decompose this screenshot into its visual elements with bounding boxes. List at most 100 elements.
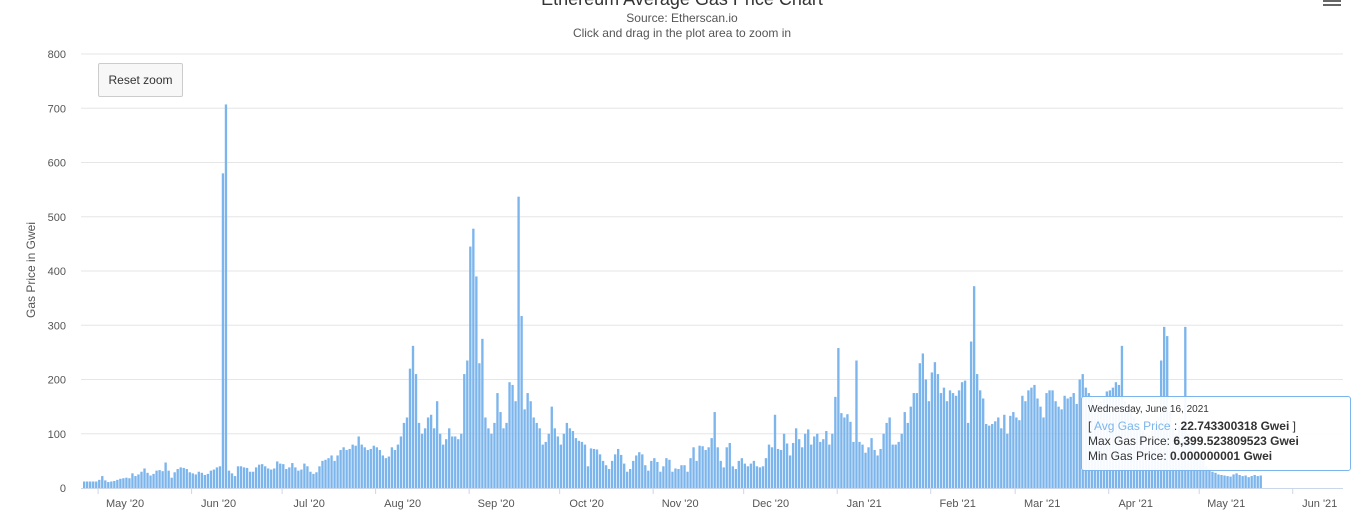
- bar[interactable]: [267, 468, 270, 488]
- bar[interactable]: [632, 460, 635, 489]
- bar[interactable]: [532, 417, 535, 488]
- bar[interactable]: [499, 412, 502, 488]
- bar[interactable]: [451, 436, 454, 488]
- bar[interactable]: [248, 471, 252, 488]
- bar[interactable]: [1223, 475, 1226, 488]
- bar[interactable]: [264, 466, 267, 488]
- bar[interactable]: [1009, 415, 1012, 488]
- bar[interactable]: [375, 447, 378, 488]
- bar[interactable]: [239, 466, 243, 488]
- bar[interactable]: [363, 447, 366, 488]
- bar[interactable]: [879, 448, 882, 488]
- bar[interactable]: [635, 455, 638, 488]
- bar[interactable]: [1078, 379, 1081, 489]
- bar[interactable]: [420, 433, 424, 488]
- bar[interactable]: [303, 463, 306, 488]
- bar[interactable]: [674, 468, 677, 488]
- bar[interactable]: [345, 450, 348, 488]
- bar[interactable]: [668, 459, 671, 488]
- bar[interactable]: [662, 466, 665, 488]
- bar[interactable]: [161, 471, 164, 488]
- bar[interactable]: [1226, 476, 1229, 488]
- bar[interactable]: [626, 471, 629, 488]
- bar[interactable]: [948, 390, 952, 488]
- bar[interactable]: [463, 374, 466, 488]
- bar[interactable]: [372, 445, 375, 488]
- bar[interactable]: [1045, 393, 1048, 488]
- bar[interactable]: [822, 439, 825, 488]
- bar[interactable]: [644, 465, 647, 488]
- bar[interactable]: [429, 414, 433, 488]
- bar[interactable]: [426, 417, 430, 488]
- bar[interactable]: [324, 459, 327, 488]
- bar[interactable]: [997, 417, 1000, 488]
- bar[interactable]: [173, 472, 176, 488]
- bar[interactable]: [493, 422, 496, 488]
- bar[interactable]: [125, 477, 128, 488]
- bar[interactable]: [680, 465, 683, 488]
- bar[interactable]: [867, 447, 870, 488]
- bar[interactable]: [194, 474, 197, 488]
- bar[interactable]: [966, 422, 970, 488]
- bar[interactable]: [221, 173, 225, 488]
- bar[interactable]: [665, 458, 668, 488]
- bar[interactable]: [858, 441, 861, 488]
- bar[interactable]: [740, 458, 744, 488]
- bar[interactable]: [988, 425, 991, 488]
- bar[interactable]: [143, 468, 146, 488]
- bar[interactable]: [1033, 384, 1036, 488]
- bar[interactable]: [1024, 401, 1027, 488]
- bar[interactable]: [282, 464, 285, 488]
- bar[interactable]: [909, 406, 912, 489]
- bar[interactable]: [556, 436, 559, 488]
- bar[interactable]: [435, 401, 439, 488]
- bar[interactable]: [312, 473, 315, 488]
- bar[interactable]: [1072, 393, 1075, 488]
- bar[interactable]: [182, 467, 185, 488]
- bar[interactable]: [134, 476, 137, 488]
- reset-zoom-button[interactable]: Reset zoom: [98, 63, 183, 97]
- bar[interactable]: [963, 380, 967, 488]
- bar[interactable]: [701, 446, 704, 488]
- bar[interactable]: [484, 417, 487, 488]
- hamburger-menu-icon[interactable]: [1323, 0, 1341, 6]
- bar[interactable]: [402, 422, 406, 488]
- bar[interactable]: [206, 473, 210, 488]
- bar[interactable]: [924, 379, 928, 489]
- bar[interactable]: [885, 422, 888, 488]
- bar[interactable]: [779, 450, 783, 488]
- bar[interactable]: [1066, 398, 1069, 488]
- bar[interactable]: [478, 363, 481, 488]
- bar[interactable]: [794, 428, 798, 488]
- bar[interactable]: [432, 428, 436, 488]
- bar[interactable]: [158, 470, 161, 488]
- bar[interactable]: [942, 387, 946, 488]
- bar[interactable]: [951, 393, 955, 488]
- bar[interactable]: [270, 469, 273, 488]
- bar[interactable]: [104, 480, 107, 488]
- bar[interactable]: [595, 449, 599, 488]
- bar[interactable]: [743, 463, 747, 488]
- bar[interactable]: [414, 374, 418, 488]
- bar[interactable]: [719, 460, 722, 489]
- bar[interactable]: [357, 436, 360, 488]
- bar[interactable]: [517, 196, 520, 488]
- bar[interactable]: [442, 444, 445, 488]
- bar[interactable]: [650, 460, 653, 489]
- bar[interactable]: [227, 470, 231, 488]
- bar[interactable]: [351, 444, 354, 488]
- bar[interactable]: [580, 441, 584, 488]
- bar[interactable]: [396, 444, 400, 488]
- bar[interactable]: [791, 442, 795, 488]
- bar[interactable]: [1030, 387, 1033, 488]
- bar[interactable]: [728, 442, 731, 488]
- bar[interactable]: [840, 413, 843, 488]
- bar[interactable]: [547, 433, 550, 488]
- bar[interactable]: [604, 465, 608, 488]
- bar[interactable]: [366, 450, 369, 488]
- bar[interactable]: [523, 409, 526, 488]
- bar[interactable]: [309, 471, 312, 488]
- bar[interactable]: [209, 470, 213, 488]
- bar[interactable]: [647, 470, 650, 488]
- bar[interactable]: [460, 433, 463, 488]
